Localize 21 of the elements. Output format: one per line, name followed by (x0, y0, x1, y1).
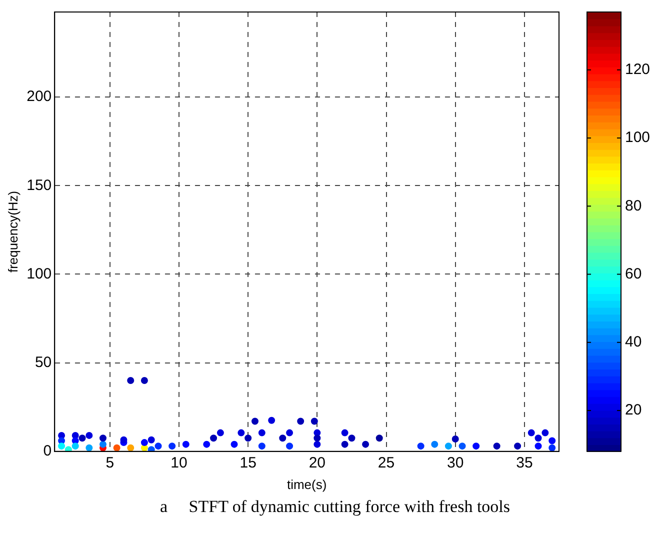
y-tick-label: 150 (26, 176, 52, 194)
text: a STFT of dynamic cutting force with fresh tools (159, 497, 512, 517)
x-tick-label: 15 (240, 454, 256, 472)
color-bar-label: 80 (625, 197, 642, 214)
x-tick-label: 30 (447, 454, 464, 472)
y-tick-label: 0 (43, 442, 52, 460)
x-tick-label: 5 (106, 454, 114, 472)
x-tick-label: 10 (170, 454, 188, 472)
color-bar-label: 40 (625, 334, 642, 351)
y-tick-label: 200 (26, 88, 52, 106)
x-tick-label: 35 (516, 454, 533, 472)
color-bar-label: 60 (625, 265, 642, 282)
y-axis-title: frequency(Hz) (5, 190, 20, 273)
x-axis-title: time(s) (286, 476, 327, 492)
color-bar-label: 20 (625, 402, 642, 419)
color-bar-label: 120 (625, 61, 650, 78)
x-tick-label: 20 (308, 454, 326, 472)
color-bar-label: 100 (625, 129, 650, 146)
x-tick-label: 25 (378, 454, 395, 472)
y-tick-label: 100 (26, 265, 52, 282)
y-tick-label: 50 (34, 354, 52, 371)
